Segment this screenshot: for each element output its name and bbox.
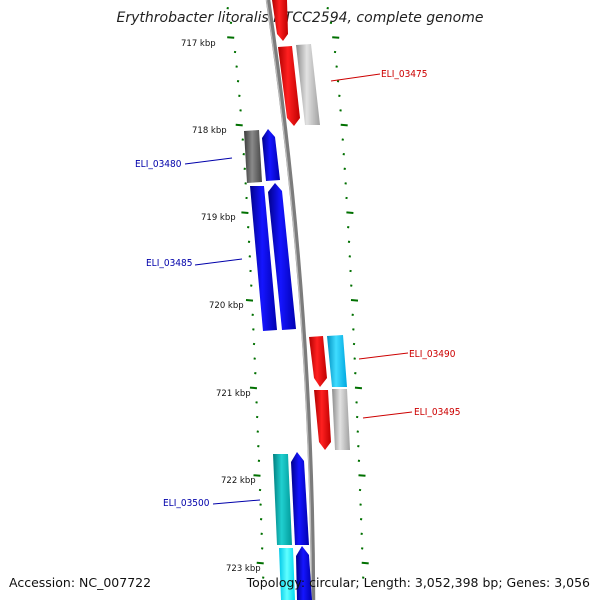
gene-arrow-blue[interactable]: [262, 129, 280, 181]
gene-arrow-red[interactable]: [314, 390, 331, 450]
gene-leader-line: [330, 73, 381, 82]
scale-major-tick: [361, 561, 369, 565]
scale-major-tick: [354, 386, 363, 390]
scale-major-tick: [253, 474, 261, 477]
scale-major-tick: [346, 211, 354, 214]
gene-leader-line: [212, 499, 261, 505]
tick-label: 718 kbp: [192, 126, 227, 136]
tick-label: 717 kbp: [181, 39, 216, 49]
gene-arrow-blue[interactable]: [250, 186, 277, 331]
tick-label: 722 kbp: [221, 476, 256, 486]
gene-label-eli-03485[interactable]: ELI_03485: [146, 258, 192, 269]
gene-label-eli-03475[interactable]: ELI_03475: [381, 69, 427, 80]
topology-text: Topology: circular; Length: 3,052,398 bp…: [246, 575, 590, 590]
gene-arrow-bright-cyan[interactable]: [279, 548, 295, 600]
scale-major-tick: [256, 561, 264, 565]
map-title: Erythrobacter litoralis HTCC2594, comple…: [116, 10, 484, 26]
gene-label-eli-03490[interactable]: ELI_03490: [409, 349, 456, 360]
gene-label-eli-03500[interactable]: ELI_03500: [163, 498, 210, 509]
genome-backbone: [265, 0, 316, 600]
gene-arrow-dark-grey[interactable]: [244, 130, 262, 183]
scale-major-tick: [249, 386, 258, 390]
tick-label: 721 kbp: [216, 389, 251, 399]
gene-leader-line: [184, 157, 233, 165]
gene-label-eli-03495[interactable]: ELI_03495: [414, 407, 460, 418]
gene-leader-line: [358, 352, 409, 360]
scale-major-tick: [350, 299, 359, 302]
accession-text: Accession: NC_007722: [9, 575, 152, 590]
gene-label-eli-03480[interactable]: ELI_03480: [135, 159, 182, 170]
scale-major-tick: [358, 474, 366, 477]
gene-arrow-cyan[interactable]: [327, 335, 347, 387]
genome-backbone-highlight: [265, 0, 313, 600]
scale-major-tick: [227, 36, 235, 39]
scale-major-tick: [245, 299, 254, 302]
tick-label: 719 kbp: [201, 213, 236, 223]
gene-leader-line: [362, 411, 413, 419]
gene-arrow-red[interactable]: [278, 46, 300, 126]
scale-major-tick: [340, 123, 348, 127]
gene-leader-line: [194, 258, 243, 266]
scale-track-left: [226, 7, 265, 579]
gene-arrow-grey[interactable]: [332, 389, 350, 450]
scale-major-tick: [332, 36, 340, 39]
gene-arrow-red[interactable]: [309, 336, 327, 387]
tick-label: 723 kbp: [226, 564, 261, 574]
gene-arrow-blue[interactable]: [296, 546, 312, 600]
gene-arrow-blue[interactable]: [268, 183, 296, 330]
gene-arrow-blue[interactable]: [291, 452, 309, 545]
gene-arrow-grey[interactable]: [296, 44, 320, 125]
scale-major-tick: [241, 211, 249, 214]
tick-label: 720 kbp: [209, 301, 244, 311]
scale-track-right: [326, 7, 369, 579]
scale-major-tick: [235, 123, 243, 127]
gene-arrow-teal[interactable]: [273, 454, 292, 545]
gene-arrow-red[interactable]: [272, 0, 288, 41]
